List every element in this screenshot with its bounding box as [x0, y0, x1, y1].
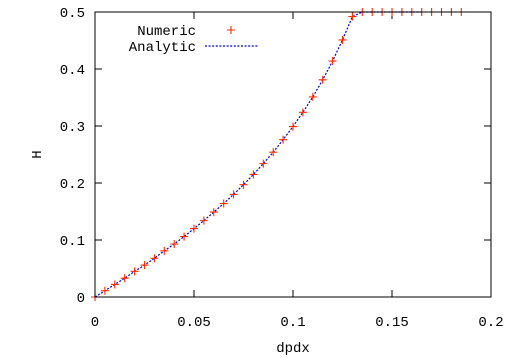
numeric-point — [348, 12, 357, 21]
numeric-point — [338, 35, 347, 44]
numeric-point — [289, 122, 297, 131]
y-axis-label: H — [30, 150, 46, 158]
x-tick-label: 0.15 — [375, 315, 409, 331]
numeric-point — [199, 216, 208, 225]
legend-numeric-marker — [227, 26, 235, 34]
numeric-point — [229, 190, 238, 199]
numeric-point — [140, 261, 149, 270]
y-tick-label: 0.5 — [60, 6, 85, 22]
numeric-point — [318, 75, 327, 84]
x-axis-label: dpdx — [276, 341, 310, 357]
numeric-point — [110, 280, 119, 289]
y-tick-label: 0.4 — [60, 63, 85, 79]
plot-frame — [94, 11, 492, 298]
numeric-point — [259, 159, 268, 168]
numeric-point — [170, 239, 179, 248]
y-tick-label: 0.3 — [60, 120, 85, 136]
numeric-point — [150, 254, 159, 263]
y-tick-label: 0.1 — [60, 234, 85, 250]
numeric-point — [279, 135, 288, 144]
numeric-point — [130, 267, 139, 276]
y-tick-label: 0.2 — [60, 177, 85, 193]
x-tick-label: 0.1 — [280, 315, 305, 331]
legend-label: Numeric — [137, 24, 196, 40]
numeric-point — [100, 286, 109, 295]
numeric-point — [269, 148, 278, 157]
numeric-point — [180, 232, 189, 241]
x-tick-label: 0.2 — [478, 315, 503, 331]
numeric-point — [190, 224, 198, 233]
x-tick-label: 0 — [91, 315, 99, 331]
numeric-point — [298, 108, 307, 117]
x-tick-label: 0.05 — [177, 315, 211, 331]
numeric-point — [308, 92, 317, 101]
legend-label: Analytic — [129, 40, 196, 56]
numeric-point — [219, 199, 228, 208]
numeric-point — [239, 180, 248, 189]
numeric-point — [328, 57, 337, 66]
numeric-point — [120, 274, 129, 283]
numeric-point — [249, 170, 258, 179]
y-tick-label: 0 — [77, 291, 85, 307]
numeric-point — [160, 246, 169, 255]
numeric-point — [209, 208, 218, 217]
